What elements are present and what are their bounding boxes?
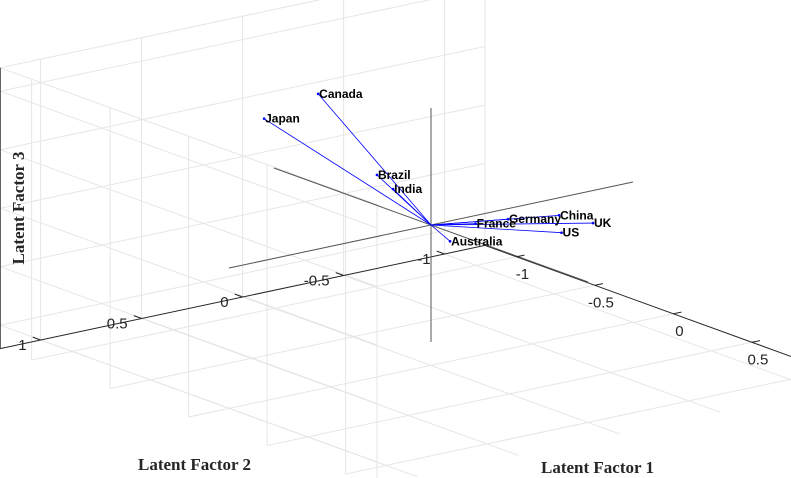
y-tick-mark	[234, 293, 243, 298]
x-axis-line	[484, 244, 791, 358]
box-edge	[0, 0, 322, 69]
loading-point	[560, 231, 563, 234]
grid-line	[0, 46, 486, 151]
loading-line	[430, 224, 562, 234]
x-tick-mark	[516, 254, 525, 258]
y-tick-mark	[335, 272, 344, 276]
y-tick-mark	[133, 315, 142, 319]
grid-line	[266, 341, 753, 446]
x-axis-title: Latent Factor 1	[541, 458, 654, 477]
loading-vectors	[262, 92, 595, 243]
loading-line	[392, 188, 432, 226]
loading-point	[375, 173, 379, 177]
x-tick-label: 0	[675, 323, 683, 340]
grid-line	[0, 0, 432, 92]
y-tick-mark	[32, 336, 41, 341]
variable-label: Germany	[509, 212, 561, 226]
grid-line	[0, 104, 486, 209]
tick-labels: -1-0.500.51-1-0.500.51-1-0.500.5	[0, 90, 768, 368]
y-tick-label: 0.5	[107, 316, 128, 333]
grid-line	[345, 378, 791, 475]
variable-label: Canada	[319, 87, 363, 101]
variable-label: France	[477, 217, 517, 231]
loading-line	[430, 222, 593, 226]
loading-point	[316, 92, 320, 96]
grid-line	[0, 90, 378, 229]
variable-label: India	[394, 182, 422, 196]
loading-point	[591, 221, 595, 225]
loading-point	[448, 240, 452, 243]
y-tick-label: 0	[220, 294, 228, 311]
x-tick-label: -1	[516, 266, 529, 283]
loading-line	[430, 218, 509, 226]
x-tick-mark	[673, 311, 682, 315]
loading-point	[557, 214, 561, 217]
variable-label: China	[560, 208, 594, 222]
grid-line	[40, 339, 418, 478]
variable-label: Japan	[265, 112, 300, 126]
z-axis-title: Latent Factor 3	[9, 152, 28, 265]
loading-point	[391, 187, 395, 191]
grid-line	[0, 149, 378, 287]
x-tick-label: 0.5	[747, 351, 768, 368]
x-tick-mark	[594, 283, 604, 286]
loading-line	[317, 93, 432, 226]
loading-line	[430, 224, 451, 242]
loading-point	[262, 117, 266, 120]
y-tick-label: -0.5	[304, 273, 330, 290]
grid-line	[0, 207, 378, 346]
loading-line	[263, 118, 432, 226]
grid-line	[444, 253, 791, 381]
y-tick-label: 1	[18, 337, 26, 354]
y-axis-title: Latent Factor 2	[138, 455, 251, 474]
variable-label: UK	[594, 216, 612, 230]
grid-line	[242, 296, 620, 435]
variable-label: US	[563, 226, 580, 240]
box-edge	[0, 67, 378, 206]
variable-label: Australia	[451, 234, 503, 248]
x-tick-mark	[751, 340, 761, 343]
y-tick-label: -1	[417, 251, 430, 268]
y-tick-mark	[436, 250, 445, 255]
loading-point	[506, 217, 510, 221]
x-tick-label: -0.5	[588, 294, 614, 311]
grid-line	[141, 318, 519, 456]
axes-box	[0, 67, 791, 358]
variable-label: Brazil	[378, 168, 411, 182]
